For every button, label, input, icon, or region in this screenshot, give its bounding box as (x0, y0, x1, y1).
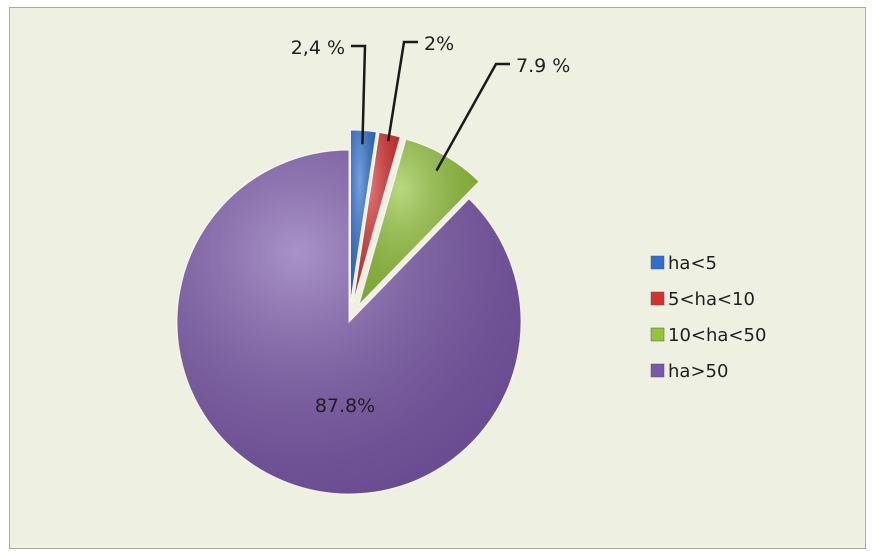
data-label-3: 7.9 % (516, 55, 570, 77)
legend-swatch-4 (650, 363, 665, 378)
slice-10-ha-50-shading (359, 139, 479, 305)
legend-label-1: ha<5 (668, 253, 717, 274)
slice-5-ha-10-shading (353, 132, 401, 303)
data-label-2: 2% (424, 33, 454, 55)
legend-swatch-2 (650, 291, 665, 306)
leader-line-2 (386, 40, 418, 142)
legend-label-4: ha>50 (668, 361, 728, 382)
slice-ha-50-shading (176, 150, 521, 494)
legend: ha<5 5<ha<10 10<ha<50 ha>50 (650, 253, 766, 382)
leader-line-1 (351, 44, 367, 145)
legend-swatch-3 (650, 327, 665, 342)
legend-label-2: 5<ha<10 (668, 289, 755, 310)
legend-swatch-1 (650, 255, 665, 270)
leader-line-3 (435, 62, 510, 172)
slice-ha-5-shading (350, 130, 377, 303)
data-label-4: 87.8% (315, 395, 375, 417)
data-label-1: 2,4 % (291, 37, 345, 59)
legend-label-3: 10<ha<50 (668, 325, 766, 346)
